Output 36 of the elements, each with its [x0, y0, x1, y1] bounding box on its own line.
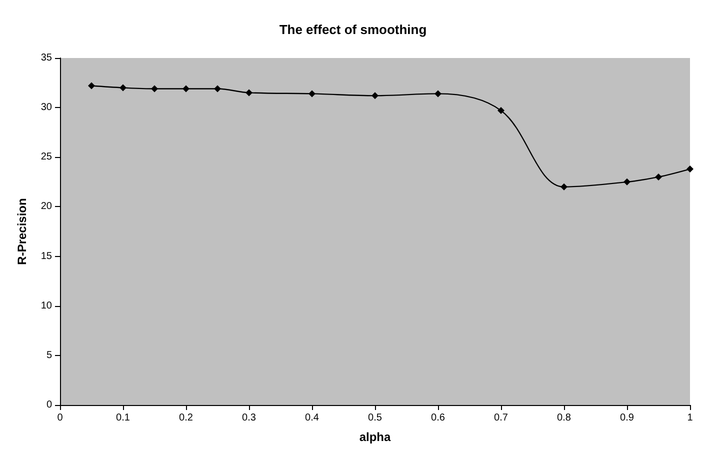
x-tick-label: 0.2 [179, 412, 194, 424]
y-tick-label: 0 [46, 400, 52, 410]
y-tick-label: 5 [46, 350, 52, 361]
point [686, 166, 694, 173]
x-axis-title: alpha [359, 430, 391, 444]
point [624, 178, 630, 186]
point [214, 85, 221, 92]
y-tick-label: 20 [40, 201, 52, 212]
point [120, 84, 126, 92]
point [182, 85, 190, 92]
x-tick-label: 0.9 [620, 412, 634, 424]
point [246, 89, 252, 96]
point [372, 92, 378, 100]
x-tick-label: 0.8 [557, 412, 572, 424]
point [560, 183, 568, 190]
point [434, 90, 442, 98]
point [308, 90, 316, 98]
y-tick-label: 30 [40, 102, 52, 114]
chart-title: The effect of smoothing [279, 22, 427, 37]
point [498, 107, 504, 114]
y-axis-title: R-Precision [15, 198, 29, 265]
x-tick-label: 0.6 [431, 412, 446, 424]
x-tick-label: 0.5 [368, 412, 382, 424]
y-tick-label: 15 [40, 250, 52, 262]
x-tick-label: 1 [687, 412, 694, 424]
x-tick-label: 0.3 [242, 412, 256, 424]
point [655, 173, 662, 180]
x-tick-label: 0 [57, 412, 64, 424]
y-tick-label: 25 [40, 152, 52, 163]
y-tick-label: 10 [40, 300, 52, 312]
x-tick-label: 0.4 [305, 412, 320, 424]
x-tick-label: 0.1 [116, 412, 130, 424]
x-tick-label: 0.7 [494, 412, 508, 424]
point [88, 82, 95, 90]
point [151, 85, 158, 92]
y-tick-label: 35 [40, 52, 52, 64]
